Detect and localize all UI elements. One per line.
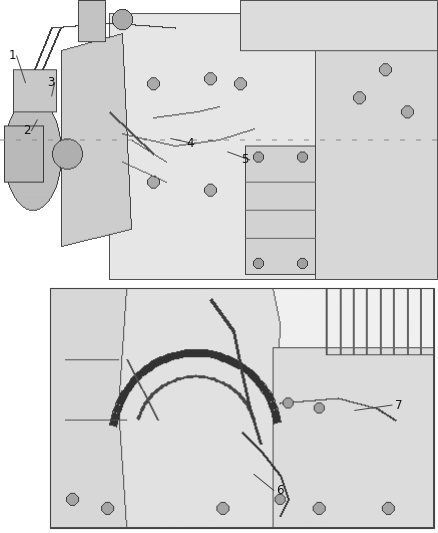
Text: 4: 4: [187, 138, 194, 150]
Text: 2: 2: [23, 124, 31, 137]
Text: 3: 3: [47, 76, 54, 89]
Text: 7: 7: [395, 399, 403, 411]
Bar: [50, 288, 434, 528]
Text: 6: 6: [276, 484, 284, 497]
Text: 5: 5: [242, 154, 249, 166]
Text: 1: 1: [8, 50, 16, 62]
